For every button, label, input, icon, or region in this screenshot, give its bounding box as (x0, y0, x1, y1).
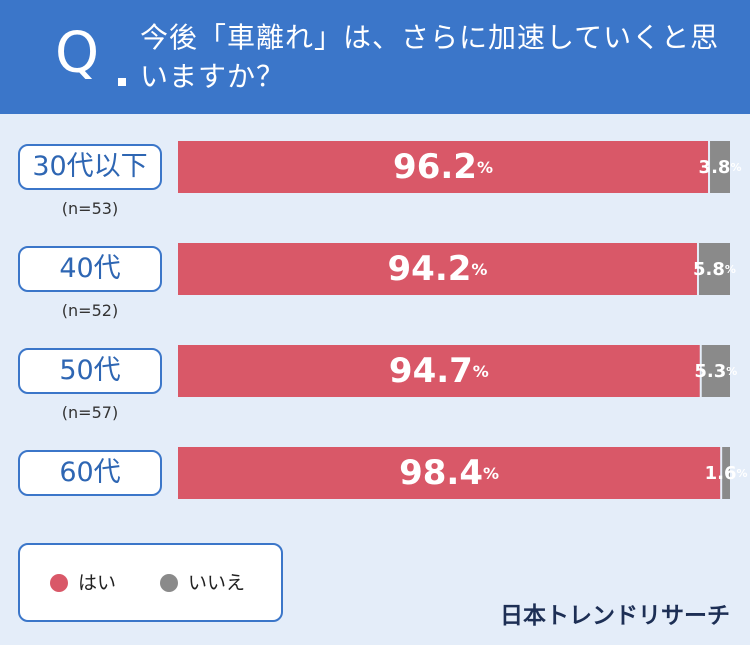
value-label-yes: 98.4% (399, 453, 499, 493)
question-text: 今後「車離れ」は、さらに加速していくと思いますか？ (140, 21, 720, 93)
bar-yes (178, 243, 697, 295)
sample-size-label: (n=57) (61, 403, 119, 422)
q-dot (118, 78, 126, 86)
bar-no (722, 447, 730, 499)
category-label: 60代 (18, 450, 162, 496)
legend: はい いいえ (18, 543, 283, 622)
category-label: 50代 (18, 348, 162, 394)
q-mark: Q (55, 21, 100, 86)
value-label-no: 5.3% (694, 361, 737, 382)
legend-label-no: いいえ (188, 572, 246, 594)
category-label: 30代以下 (18, 144, 162, 190)
value-label-no: 3.8% (699, 157, 742, 178)
value-label-no: 1.6% (705, 463, 748, 484)
bar-yes (178, 141, 709, 193)
question-header: Q 今後「車離れ」は、さらに加速していくと思いますか？ (0, 0, 750, 114)
value-label-no: 5.8% (693, 259, 736, 280)
sample-size-label: (n=52) (61, 301, 119, 320)
category-label: 40代 (18, 246, 162, 292)
bar-no (710, 141, 730, 193)
brand-logo-text: 日本トレンドリサーチ (500, 603, 730, 629)
bar-no (698, 243, 730, 295)
value-label-yes: 94.2% (388, 249, 488, 289)
legend-swatch-no (160, 574, 178, 592)
legend-swatch-yes (50, 574, 68, 592)
sample-size-label: (n=53) (61, 199, 119, 218)
bar-yes (178, 345, 700, 397)
value-label-yes: 94.7% (389, 351, 489, 391)
bar-no (701, 345, 730, 397)
bar-yes (178, 447, 721, 499)
value-label-yes: 96.2% (393, 147, 493, 187)
legend-label-yes: はい (78, 572, 117, 594)
